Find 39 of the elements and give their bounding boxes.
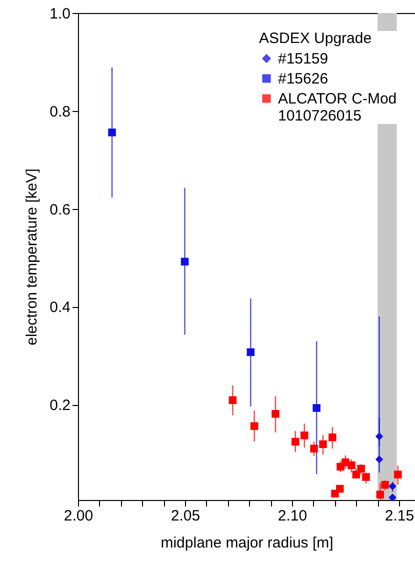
- point: [362, 473, 370, 481]
- x-tick-label: 2.00: [64, 508, 94, 524]
- x-axis-title: midplane major radius [m]: [160, 534, 334, 552]
- point: [388, 494, 396, 502]
- x-tick-label: 2.05: [170, 508, 200, 524]
- point: [312, 404, 320, 412]
- y-tick-label: 1.0: [50, 6, 70, 22]
- x-tick-label: 2.10: [278, 508, 308, 524]
- point: [310, 444, 318, 452]
- y-tick-label: 0.2: [50, 397, 70, 414]
- x-tick-label: 2.15: [384, 508, 414, 524]
- point: [250, 422, 258, 430]
- point: [292, 438, 300, 446]
- point: [328, 433, 336, 442]
- point: [246, 348, 255, 356]
- point: [381, 480, 389, 489]
- point: [348, 461, 356, 470]
- point: [388, 482, 396, 490]
- legend-label: ALCATOR C-Mod 1010726015: [278, 90, 397, 124]
- point: [357, 464, 365, 473]
- legend-label: #15626: [278, 70, 328, 88]
- point: [180, 258, 189, 266]
- point: [336, 484, 344, 493]
- y-tick-label: 0.4: [50, 299, 70, 316]
- y-tick-label: 0.8: [50, 103, 70, 120]
- y-axis-title: electron temperature [keV]: [24, 168, 41, 346]
- point: [375, 432, 384, 440]
- legend-label: #15159: [278, 50, 328, 68]
- point: [300, 432, 308, 440]
- point: [394, 470, 402, 478]
- y-tick-label: 0.6: [50, 201, 70, 218]
- point: [319, 440, 327, 448]
- point: [108, 128, 116, 136]
- legend-title: ASDEX Upgrade: [259, 30, 372, 47]
- point: [352, 470, 360, 478]
- point: [228, 396, 237, 404]
- point: [376, 490, 384, 498]
- point: [375, 456, 384, 464]
- point: [272, 410, 280, 418]
